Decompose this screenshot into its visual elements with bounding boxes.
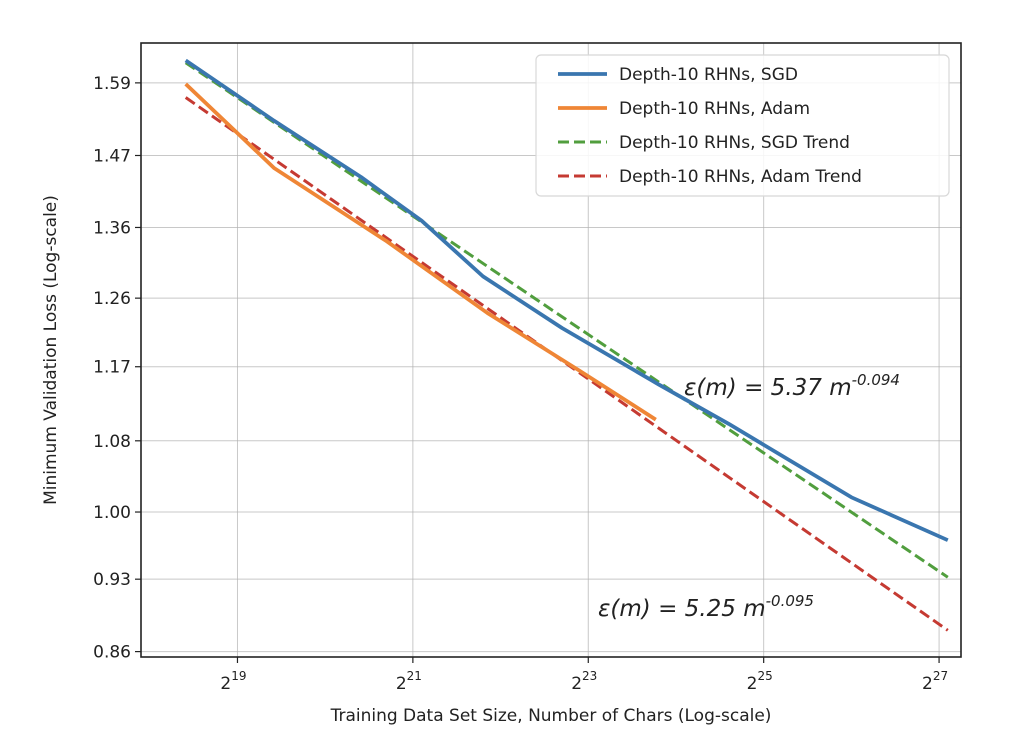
x-tick-base: 2 [396, 674, 407, 694]
annotation-sgd-exp: -0.094 [852, 371, 900, 389]
y-tick-label: 0.86 [93, 643, 131, 663]
x-tick-exponent: 19 [231, 669, 246, 683]
x-axis-label: Training Data Set Size, Number of Chars … [330, 706, 772, 726]
x-tick-label: 221 [396, 669, 422, 694]
y-tick-label: 0.93 [93, 570, 131, 590]
legend-box [535, 54, 950, 197]
y-tick-label: 1.17 [93, 358, 131, 378]
x-tick-label: 219 [220, 669, 246, 694]
x-tick-exponent: 23 [582, 669, 597, 683]
series-line-1 [184, 82, 657, 422]
y-tick-label: 1.59 [93, 74, 131, 94]
series-line-2 [184, 61, 949, 579]
plot-frame [140, 42, 962, 658]
series-line-0 [184, 58, 949, 542]
y-axis-label: Minimum Validation Loss (Log-scale) [41, 195, 61, 505]
x-tick-base: 2 [220, 674, 231, 694]
x-tick-exponent: 21 [407, 669, 422, 683]
y-tick-label: 1.08 [93, 432, 131, 452]
legend-label: Depth-10 RHNs, Adam Trend [619, 167, 862, 187]
x-tick-label: 227 [922, 669, 948, 694]
legend-label: Depth-10 RHNs, SGD Trend [619, 133, 850, 153]
legend: Depth-10 RHNs, SGD Depth-10 RHNs, Adam Dep… [535, 54, 950, 197]
annotation-adam-exp: -0.095 [766, 592, 814, 610]
x-tick-label: 225 [747, 669, 773, 694]
y-tick-label: 1.00 [93, 503, 131, 523]
x-tick-base: 2 [747, 674, 758, 694]
x-tick-exponent: 25 [757, 669, 772, 683]
annotations: ε(m) = 5.37 m-0.094 ε(m) = 5.25 m-0.095 [598, 371, 900, 622]
annotation-adam: ε(m) = 5.25 m-0.095 [598, 592, 814, 622]
annotation-sgd-main: ε(m) = 5.37 m [684, 375, 852, 401]
series-group [184, 58, 949, 632]
x-tick-label: 223 [571, 669, 597, 694]
x-tick-base: 2 [571, 674, 582, 694]
y-tick-label: 1.36 [93, 218, 131, 238]
y-axis: 1.59 1.47 1.36 1.26 1.17 1.08 1.00 0.93 0.86 [93, 74, 141, 663]
x-tick-exponent: 27 [933, 669, 948, 683]
x-tick-base: 2 [922, 674, 933, 694]
y-tick-label: 1.47 [93, 146, 131, 166]
annotation-adam-main: ε(m) = 5.25 m [598, 596, 766, 622]
y-tick-label: 1.26 [93, 289, 131, 309]
legend-label: Depth-10 RHNs, Adam [619, 99, 810, 119]
x-axis: 219 221 223 225 227 [220, 657, 948, 694]
legend-label: Depth-10 RHNs, SGD [619, 65, 798, 85]
annotation-sgd: ε(m) = 5.37 m-0.094 [684, 371, 900, 401]
